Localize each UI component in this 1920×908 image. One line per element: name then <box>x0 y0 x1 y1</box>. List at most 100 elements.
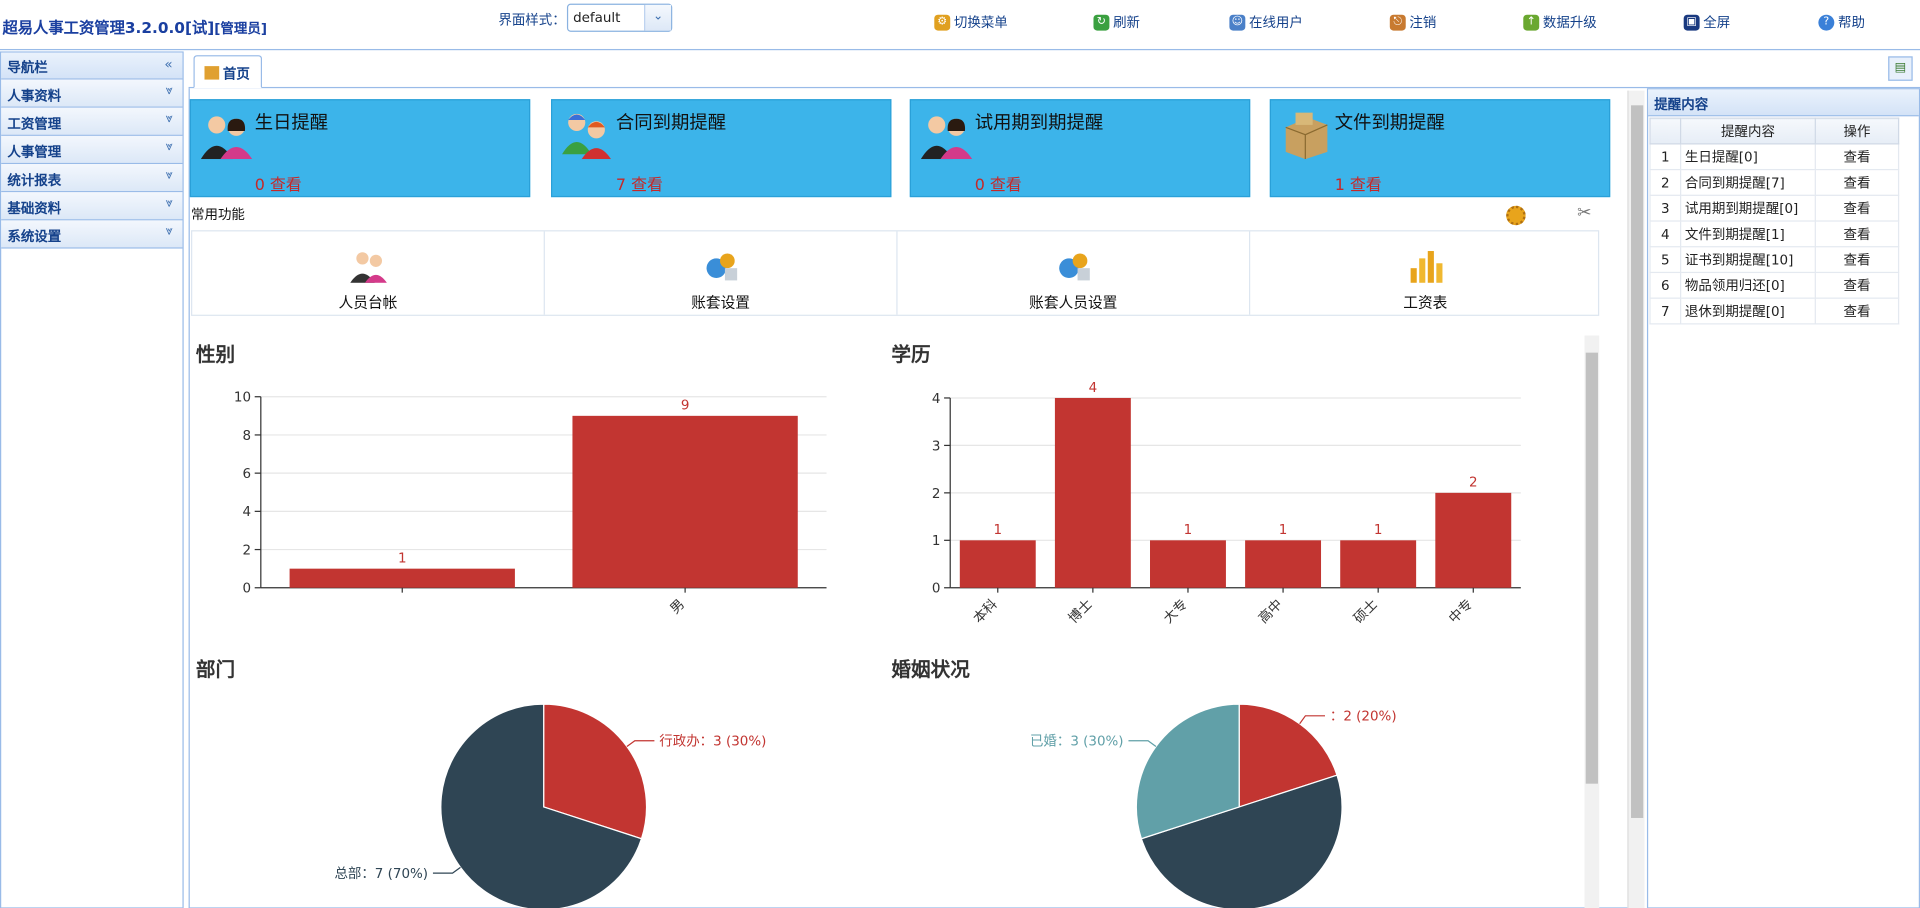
reminder-content: 文件到期提醒[1] <box>1680 220 1816 248</box>
column-header: 提醒内容 <box>1680 117 1816 145</box>
nav-item-hr-management[interactable]: 人事管理 ⩔ <box>1 135 183 165</box>
table-row: 2 合同到期提醒[7] 查看 <box>1649 168 1900 196</box>
view-link[interactable]: 查看 <box>1814 168 1900 196</box>
column-header: 操作 <box>1814 117 1900 145</box>
view-link[interactable]: 查看 <box>1814 143 1900 171</box>
nav-item-personnel-data[interactable]: 人事资料 ⩔ <box>1 79 183 108</box>
nav-item-basic-data[interactable]: 基础资料 ⩔ <box>1 192 183 221</box>
function-account-set-personnel-settings[interactable]: 账套人员设置 <box>898 231 1251 315</box>
nav-panel: 导航栏 « 人事资料 ⩔ 工资管理 ⩔ 人事管理 ⩔ 统计报表 ⩔ 基础资料 ⩔ 系统设置 ⩔ <box>0 51 184 908</box>
pie-label-line <box>432 866 461 874</box>
charts-scrollbar[interactable] <box>1584 335 1600 908</box>
settings-icon <box>1058 253 1090 281</box>
switch-menu-button[interactable]: ⚙ 切换菜单 <box>934 12 1008 32</box>
help-icon: ? <box>1818 14 1835 31</box>
nav-item-system-settings[interactable]: 系统设置 ⩔ <box>1 220 183 249</box>
y-tick-label: 4 <box>242 505 251 520</box>
pie-label: 已婚：3 (30%) <box>1030 734 1124 750</box>
chart-title-gender: 性别 <box>195 342 236 367</box>
tab-home[interactable]: 首页 <box>193 55 263 89</box>
view-link[interactable]: 查看 <box>1814 220 1900 248</box>
people-icon <box>920 116 973 160</box>
row-number: 7 <box>1649 297 1682 325</box>
common-functions-row: 人员台帐 账套设置 账套人员设置 工资表 <box>191 230 1600 316</box>
reminder-content: 合同到期提醒[7] <box>1680 168 1816 196</box>
row-number: 2 <box>1649 168 1682 196</box>
chevron-down-icon: ⩔ <box>165 225 173 239</box>
tab-panel-toggle-icon[interactable]: ▤ <box>1888 56 1913 81</box>
people-icon <box>200 116 253 160</box>
nav-item-salary-management[interactable]: 工资管理 ⩔ <box>1 107 183 136</box>
view-link[interactable]: 查看 <box>1814 194 1900 222</box>
chevron-down-icon: ⌄ <box>644 4 672 31</box>
function-salary-sheet[interactable]: 工资表 <box>1250 231 1600 314</box>
y-tick-label: 3 <box>932 439 941 454</box>
common-functions-label: 常用功能 <box>191 206 245 223</box>
reminder-view-link[interactable]: 7 查看 <box>615 176 663 195</box>
reminder-view-link[interactable]: 0 查看 <box>254 176 302 195</box>
reminder-card-document: 文件到期提醒 1 查看 <box>1269 99 1611 198</box>
x-tick-label: 硕士 <box>1351 596 1381 626</box>
refresh-button[interactable]: ↻ 刷新 <box>1093 12 1140 32</box>
tools-icon[interactable]: ✂ <box>1577 203 1592 223</box>
row-number: 5 <box>1649 246 1682 274</box>
switch-menu-icon: ⚙ <box>934 14 951 31</box>
logout-button[interactable]: ⎋ 注销 <box>1389 12 1436 32</box>
top-bar: 超易人事工资管理3.2.0.0[试][管理员] 界面样式： default ⌄ ⚙… <box>0 0 1920 51</box>
tab-strip: 首页 ▤ <box>188 51 1920 89</box>
pie-slice <box>440 703 643 908</box>
data-label: 9 <box>681 399 690 414</box>
bar <box>959 540 1036 588</box>
pie-label-line <box>626 740 655 747</box>
content-scrollbar[interactable] <box>1627 90 1645 908</box>
reminder-card-probation: 试用期到期提醒 0 查看 <box>909 99 1251 198</box>
chart-title-marital: 婚姻状况 <box>891 657 970 681</box>
collapse-left-icon[interactable]: « <box>164 56 173 73</box>
chart-title-education: 学历 <box>891 342 931 367</box>
y-tick-label: 4 <box>932 392 941 407</box>
style-select[interactable]: default ⌄ <box>566 3 673 32</box>
logout-icon: ⎋ <box>1389 14 1406 31</box>
charts-area: 性别 学历 部门 婚姻状况 0 2 4 6 8 10 1 9 男 0 1 2 3 4 1 本科 4 博士 1 大专 1 高… <box>191 333 1602 908</box>
data-label: 1 <box>398 552 407 567</box>
y-tick-label: 1 <box>932 534 941 549</box>
x-tick-label: 博士 <box>1065 596 1096 627</box>
settings-icon <box>705 253 737 281</box>
reminder-panel: 提醒内容 提醒内容 操作 1 生日提醒[0] 查看 2 合同到期提醒[7] 查看 3 试用期到期… <box>1646 88 1920 908</box>
pie-label: 行政办：3 (30%) <box>659 734 766 750</box>
pie-slice <box>543 703 648 840</box>
bar <box>1435 492 1512 588</box>
chevron-down-icon: ⩔ <box>165 112 173 127</box>
reminder-view-link[interactable]: 0 查看 <box>974 176 1022 195</box>
nav-item-reports[interactable]: 统计报表 ⩔ <box>1 164 183 193</box>
bar <box>1150 540 1226 588</box>
help-button[interactable]: ? 帮助 <box>1818 12 1865 32</box>
pie-label-line <box>1128 740 1157 747</box>
scrollbar-thumb[interactable] <box>1585 352 1598 784</box>
data-label: 1 <box>1279 523 1288 538</box>
pie-slice <box>1135 703 1240 840</box>
function-personnel-ledger[interactable]: 人员台帐 <box>192 231 545 315</box>
chevron-down-icon: ⩔ <box>165 84 173 98</box>
refresh-icon: ↻ <box>1093 14 1110 31</box>
fullscreen-button[interactable]: ▣ 全屏 <box>1683 12 1730 32</box>
data-upgrade-button[interactable]: ↑ 数据升级 <box>1523 12 1597 32</box>
online-users-button[interactable]: ☺ 在线用户 <box>1229 12 1303 32</box>
view-link[interactable]: 查看 <box>1814 271 1900 299</box>
y-tick-label: 0 <box>932 582 941 597</box>
function-account-set-settings[interactable]: 账套设置 <box>545 231 898 315</box>
table-row: 1 生日提醒[0] 查看 <box>1649 143 1900 171</box>
bar-chart-icon <box>1410 251 1443 283</box>
data-label: 2 <box>1469 476 1478 491</box>
scrollbar-thumb[interactable] <box>1631 105 1644 818</box>
view-link[interactable]: 查看 <box>1814 246 1900 274</box>
y-tick-label: 0 <box>242 582 251 597</box>
gear-icon[interactable] <box>1506 205 1526 226</box>
reminder-view-link[interactable]: 1 查看 <box>1334 176 1382 195</box>
view-link[interactable]: 查看 <box>1814 297 1900 325</box>
data-label: 4 <box>1089 381 1098 396</box>
bar <box>572 415 798 588</box>
bar <box>1245 540 1322 588</box>
x-tick-label: 高中 <box>1255 596 1286 627</box>
data-label: 1 <box>1184 523 1193 538</box>
